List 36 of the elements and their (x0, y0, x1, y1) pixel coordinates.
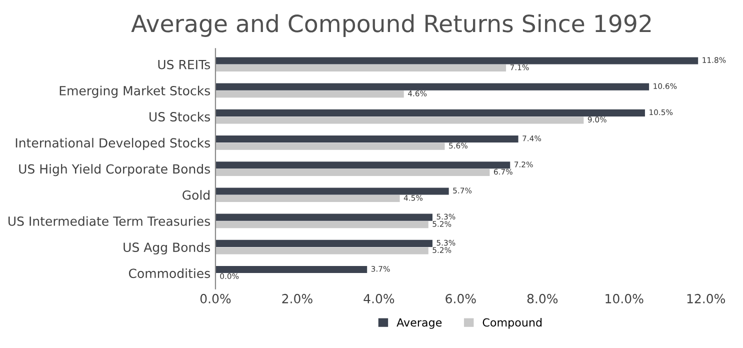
x-tick-label: 4.0% (364, 294, 394, 304)
bar (215, 109, 645, 116)
bar (215, 64, 506, 72)
bar (215, 142, 445, 150)
y-tick-label: Emerging Market Stocks (60, 86, 210, 98)
chart-title: Average and Compound Returns Since 1992 (131, 14, 651, 37)
x-tick-label: 10.0% (606, 294, 644, 304)
bar (215, 188, 449, 195)
x-tick-label: 0.0% (200, 294, 231, 304)
bar (215, 247, 428, 254)
y-tick-label: International Developed Stocks (16, 138, 210, 150)
x-tick-label: 6.0% (446, 294, 476, 304)
y-tick-label: Commodities (128, 268, 210, 278)
x-tick-label: 8.0% (527, 294, 558, 304)
y-tick-label: US Intermediate Term Treasuries (8, 216, 210, 226)
bar (215, 168, 490, 176)
x-tick-label: 2.0% (282, 294, 312, 304)
bar (215, 214, 432, 221)
legend-label: Compound (482, 318, 542, 329)
bar (215, 266, 368, 274)
bar (215, 195, 400, 202)
bar (215, 136, 518, 143)
y-tick-label: US High Yield Corporate Bonds (19, 164, 210, 176)
bar (215, 116, 584, 124)
bar (215, 57, 698, 64)
y-tick-label: US REITs (158, 60, 210, 70)
y-tick-label: US Agg Bonds (124, 242, 210, 254)
y-tick-label: US Stocks (150, 112, 210, 122)
bar (215, 90, 404, 98)
legend-label: Average (396, 318, 442, 329)
bar (215, 162, 510, 169)
x-tick-label: 12.0% (687, 294, 726, 304)
bar (215, 240, 432, 247)
bar (215, 83, 650, 90)
bar (215, 221, 428, 228)
y-tick-label: Gold (182, 190, 210, 200)
